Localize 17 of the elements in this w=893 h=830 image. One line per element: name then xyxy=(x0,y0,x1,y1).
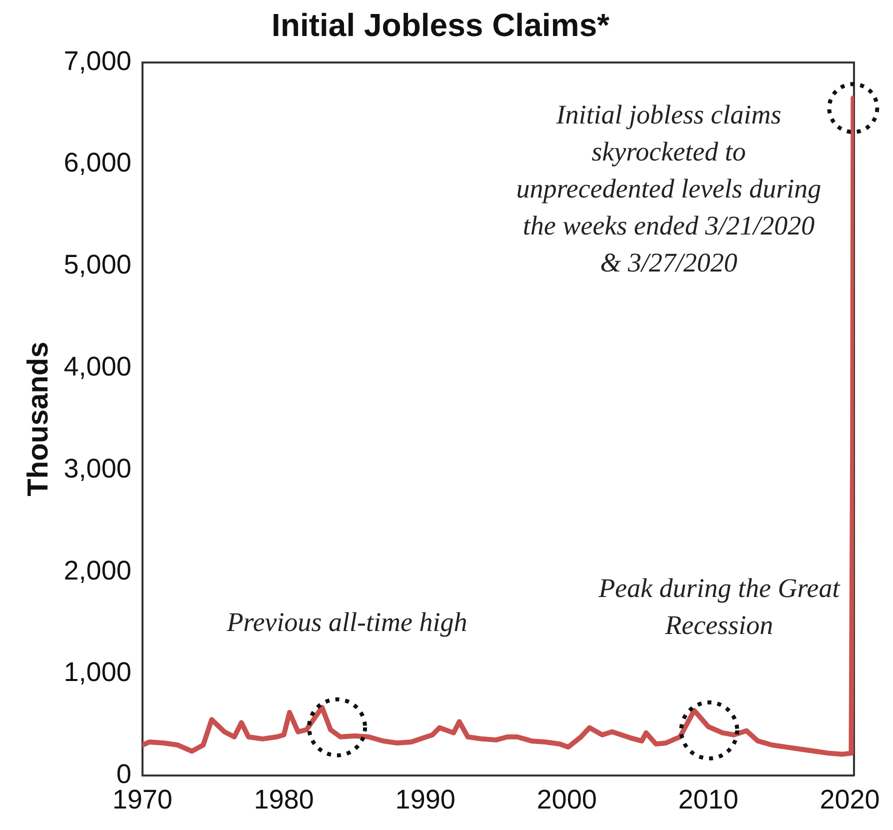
y-tick-label: 6,000 xyxy=(64,148,132,178)
x-tick-label: 2020 xyxy=(820,784,880,814)
x-tick-label: 1990 xyxy=(395,784,456,814)
annotation: Peak during the Great Recession xyxy=(598,572,842,640)
y-tick-label: 1,000 xyxy=(64,657,132,688)
x-tick-label: 2000 xyxy=(536,784,597,814)
y-axis-title: Thousands xyxy=(22,342,54,496)
annotation: Initial jobless claims skyrocketed to unprecedented levels during the weeks ended 3/21/2020 & 3/27/2020 xyxy=(516,100,822,278)
x-tick-label: 2010 xyxy=(678,784,738,814)
y-tick-label: 5,000 xyxy=(64,250,132,280)
y-tick-label: 3,000 xyxy=(64,453,132,484)
y-tick-label: 4,000 xyxy=(64,352,132,382)
x-tick-label: 1980 xyxy=(254,784,314,814)
y-tick-label: 7,000 xyxy=(64,46,132,76)
chart-title: Initial Jobless Claims* xyxy=(272,7,610,44)
y-tick-label: 2,000 xyxy=(64,555,132,586)
annotation: Previous all-time high xyxy=(226,606,468,637)
